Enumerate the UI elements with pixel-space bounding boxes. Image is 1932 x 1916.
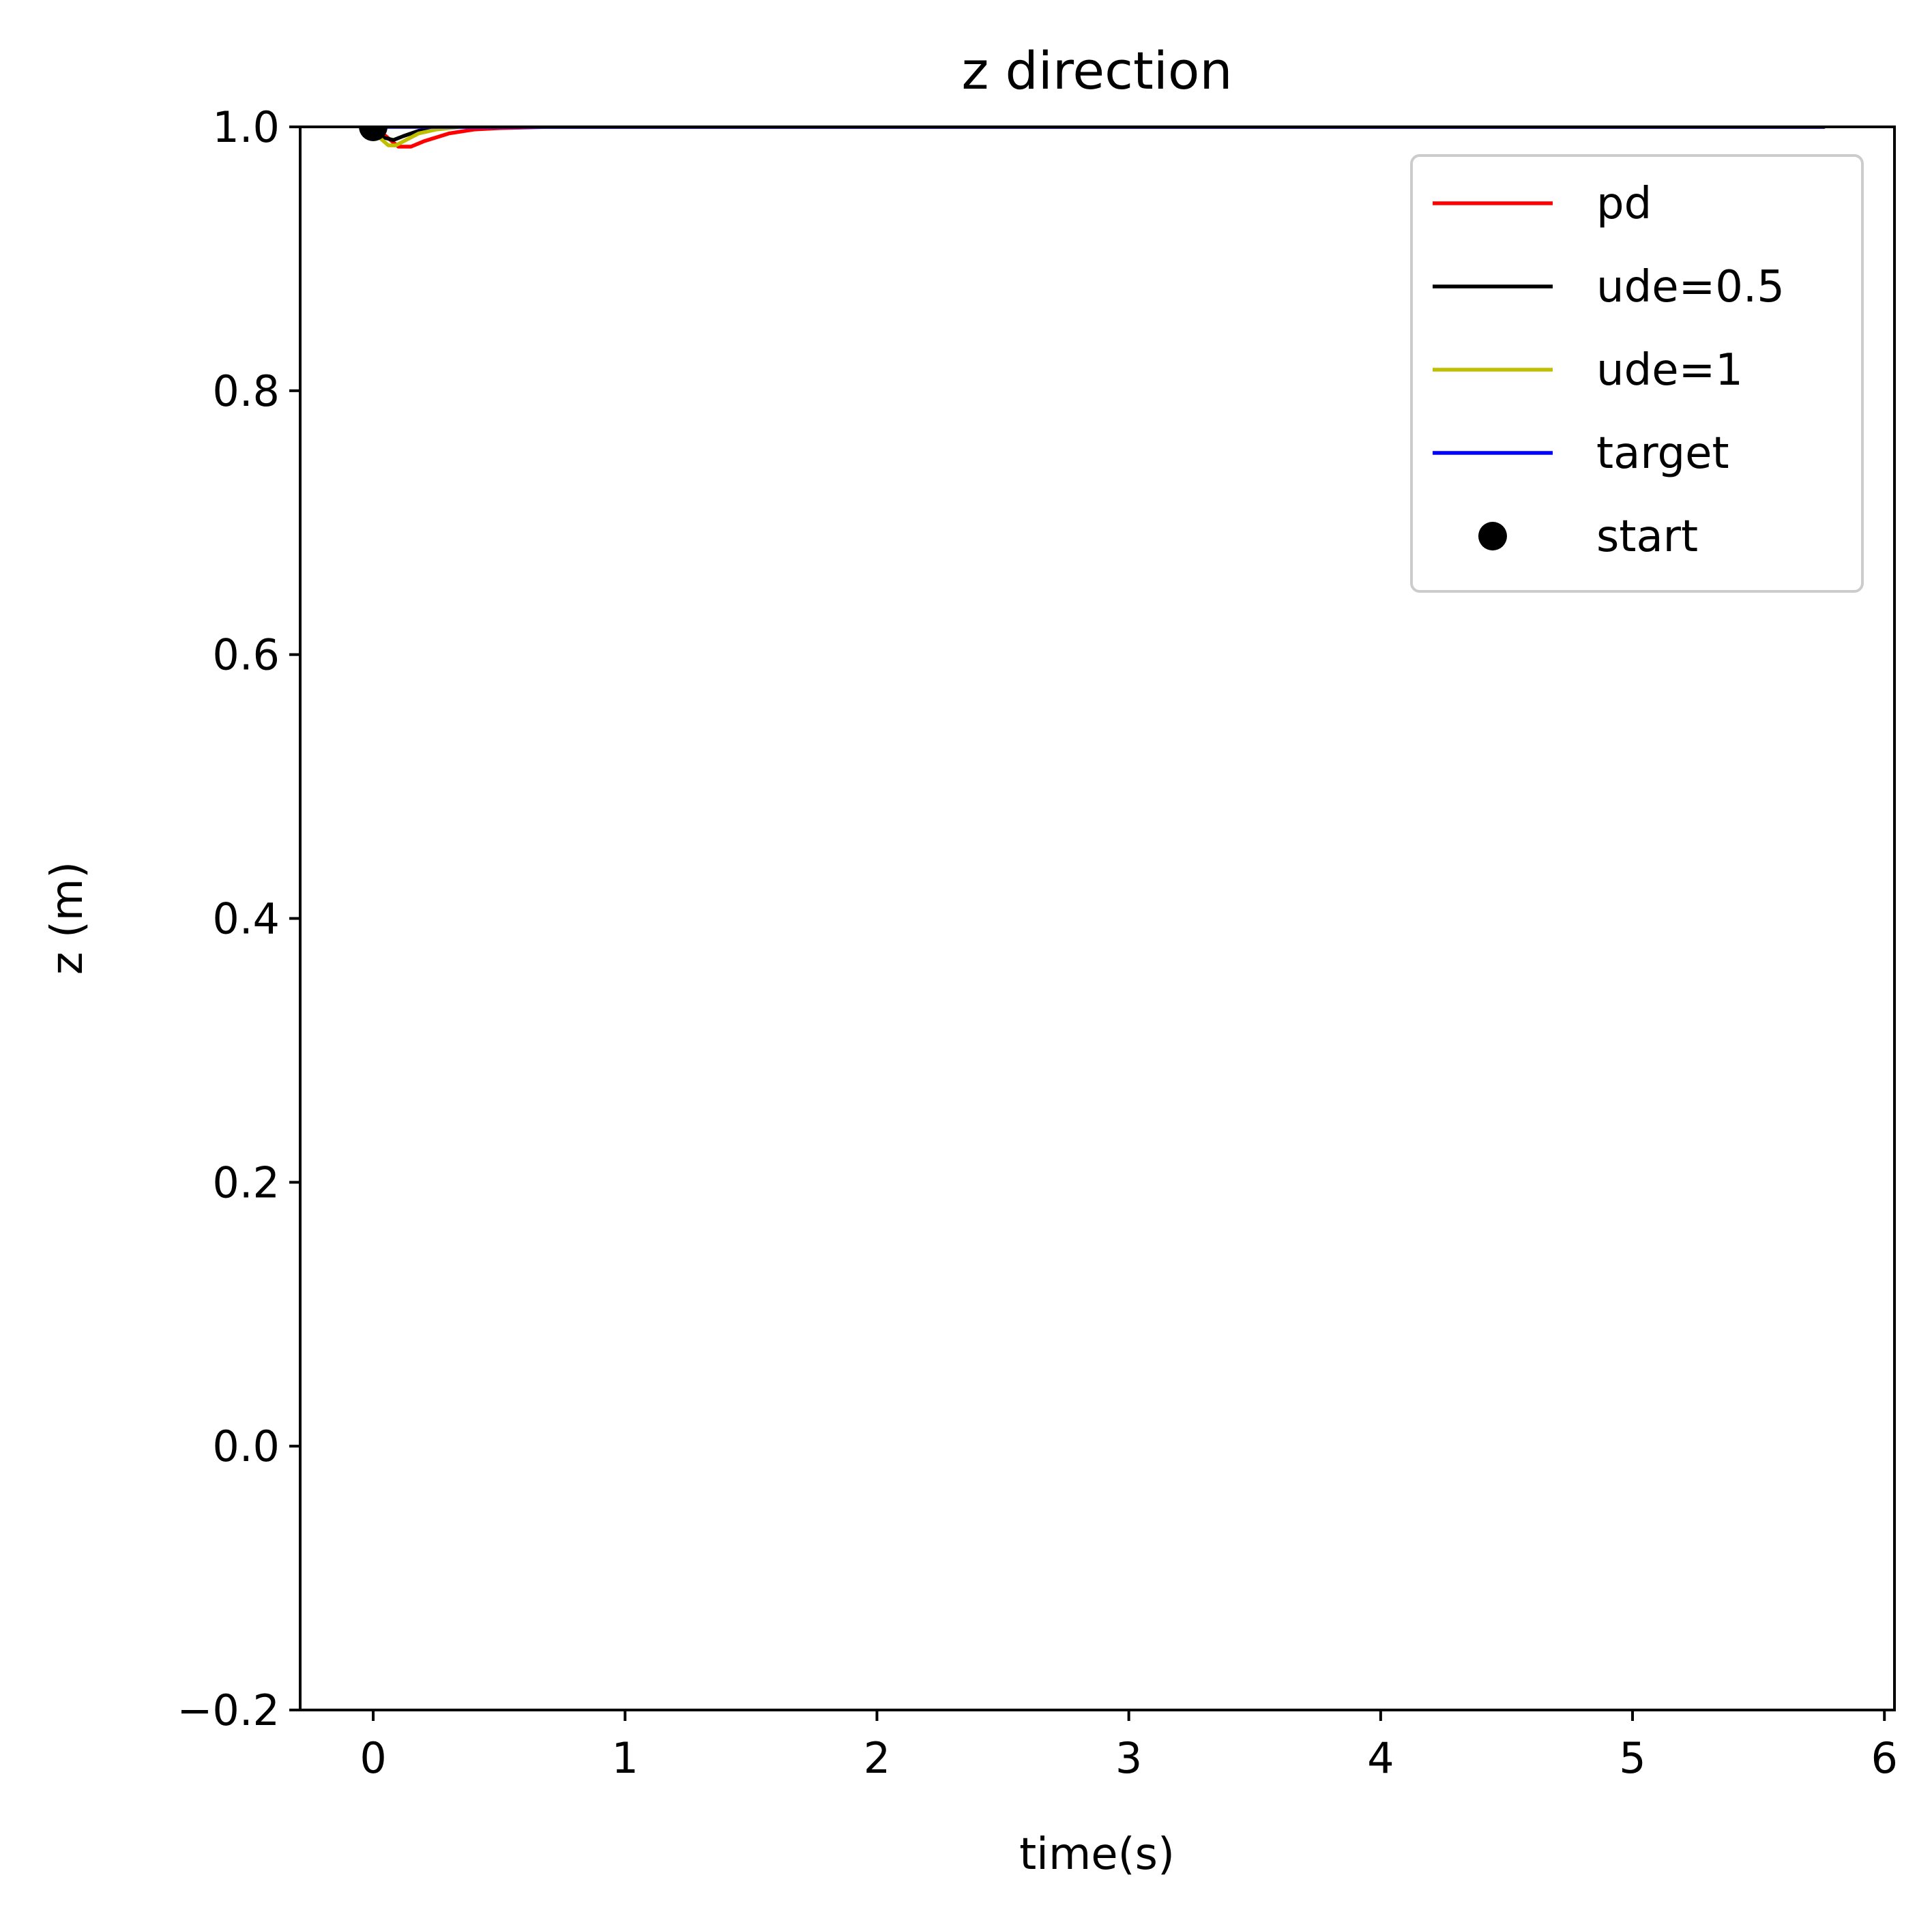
x-tick-label: 5 (1619, 1733, 1645, 1783)
y-tick-label: −0.2 (177, 1685, 280, 1735)
legend-label: pd (1596, 179, 1652, 229)
legend-label: target (1596, 428, 1729, 479)
x-tick-label: 1 (612, 1733, 639, 1783)
start-marker (359, 127, 388, 141)
legend-marker (1478, 522, 1507, 550)
x-tick-label: 3 (1115, 1733, 1142, 1783)
y-tick-label: 0.8 (212, 366, 280, 416)
y-tick-label: 1.0 (212, 102, 280, 152)
y-tick-label: 0.2 (212, 1158, 280, 1207)
series-line-ude-1 (371, 127, 1826, 147)
y-tick-label: 0.6 (212, 630, 280, 680)
axes-layer: 0 1 2 3 4 5 6 −0.2 0.0 0.2 0.4 0.6 0.8 1.0 (177, 102, 1898, 1783)
legend-frame (1410, 154, 1864, 593)
y-tick-label: 0.0 (212, 1421, 280, 1471)
legend-label: ude=1 (1596, 345, 1743, 396)
x-axis-label: time(s) (1019, 1829, 1175, 1880)
x-tick-label: 2 (864, 1733, 890, 1783)
plot-frame (299, 126, 1896, 1711)
x-tick-label: 4 (1367, 1733, 1394, 1783)
legend-label: start (1596, 512, 1698, 562)
x-tick-label: 0 (360, 1733, 386, 1783)
y-tick-label: 0.4 (212, 894, 280, 944)
y-axis-label: z (m) (42, 861, 93, 975)
series-line-ude-0-5 (371, 127, 1826, 143)
legend-label: ude=0.5 (1596, 262, 1785, 312)
chart-title: z direction (961, 40, 1232, 101)
x-tick-label: 6 (1871, 1733, 1898, 1783)
legend: pd ude=0.5 ude=1 target start (1410, 154, 1864, 593)
